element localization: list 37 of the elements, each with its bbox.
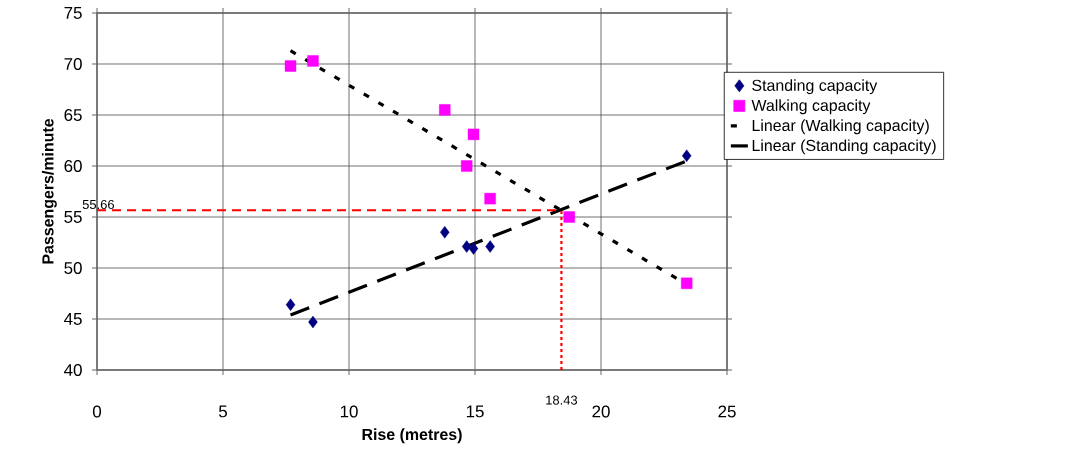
y-tick-label: 50 <box>64 262 82 274</box>
legend-label: Linear (Walking capacity) <box>752 119 929 135</box>
point <box>285 298 296 311</box>
point <box>284 60 297 72</box>
ref-line-label: 55.66 <box>82 199 115 210</box>
x-axis-title: Rise (metres) <box>362 428 462 444</box>
x-tick-label: 20 <box>592 405 610 418</box>
y-tick-label: 70 <box>64 58 82 70</box>
point <box>439 104 451 116</box>
point <box>563 211 575 223</box>
y-tick-label: 60 <box>64 160 82 172</box>
point <box>467 128 480 141</box>
point <box>468 242 479 255</box>
point <box>680 277 693 289</box>
y-axis-title: Passengers/minute <box>41 118 57 264</box>
y-tick-label: 45 <box>64 313 82 325</box>
point <box>307 55 319 67</box>
point <box>484 192 496 205</box>
y-tick-label: 65 <box>64 109 82 121</box>
x-tick-label: 15 <box>466 405 484 418</box>
ref-line-label: 18.43 <box>546 395 578 405</box>
y-tick-label: 40 <box>64 364 82 376</box>
x-tick-label: 25 <box>718 405 736 418</box>
point <box>461 240 472 253</box>
legend-label: Standing capacity <box>752 79 878 95</box>
point <box>681 149 692 162</box>
x-tick-label: 10 <box>340 405 358 418</box>
y-tick-label: 55 <box>64 211 82 223</box>
y-tick-label: 75 <box>64 7 82 19</box>
legend-label: Walking capacity <box>751 99 871 115</box>
legend-label: Linear (Standing capacity) <box>752 139 936 155</box>
point <box>460 160 473 172</box>
point <box>485 240 495 253</box>
point <box>308 315 318 329</box>
point <box>440 226 450 239</box>
x-tick-label: 0 <box>92 405 102 418</box>
x-tick-label: 5 <box>218 405 227 418</box>
